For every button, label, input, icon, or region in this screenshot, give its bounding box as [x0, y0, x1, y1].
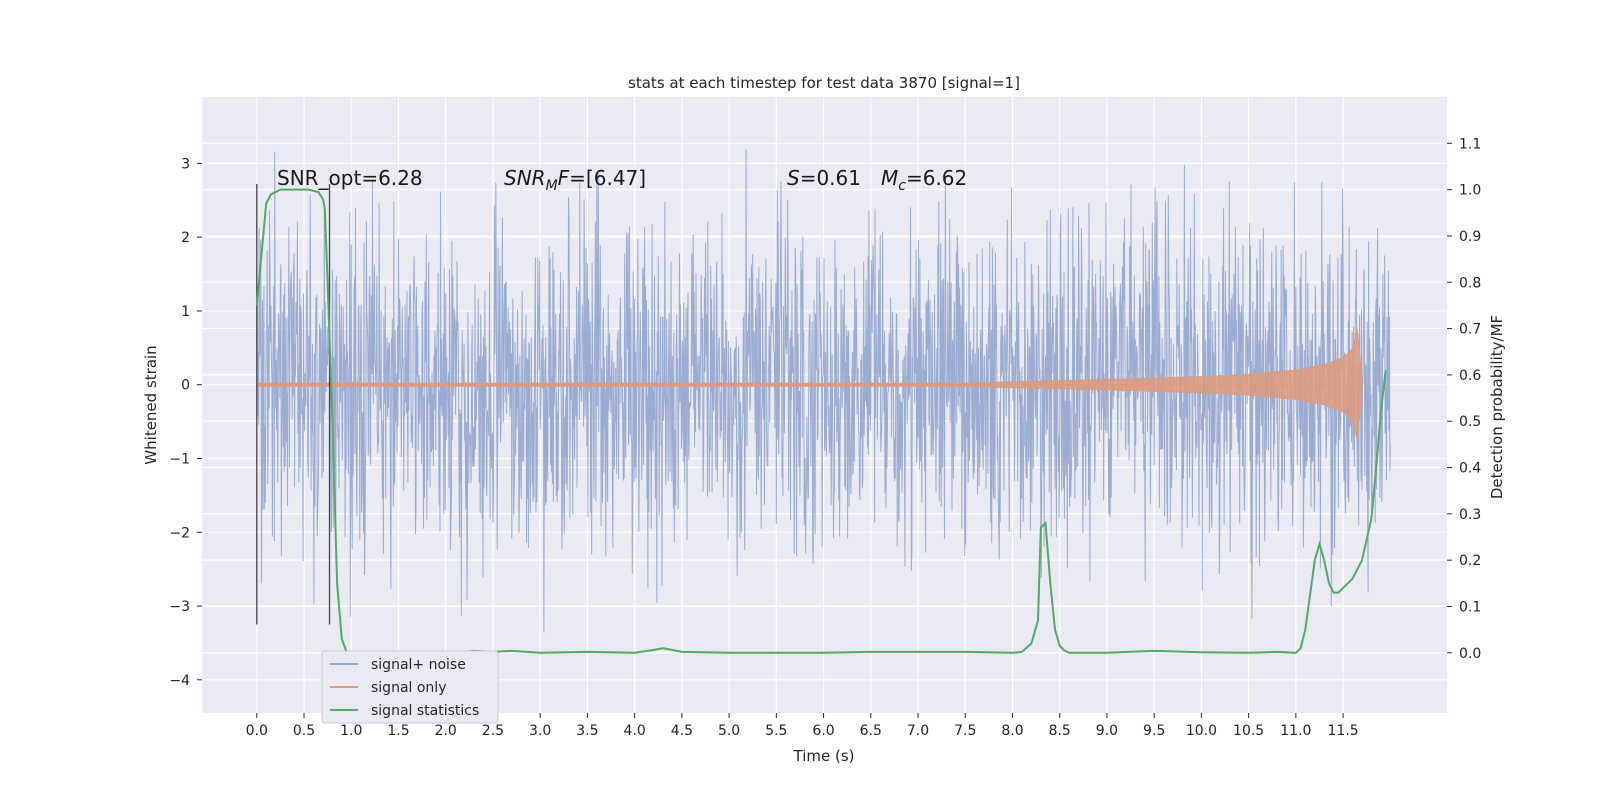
x-tick-label: 9.0 [1096, 723, 1118, 739]
x-tick-label: 3.0 [529, 723, 551, 739]
signal-plus-noise-series [256, 149, 1391, 633]
signal-statistics-series [255, 188, 1387, 654]
x-tick-label: 8.5 [1049, 723, 1071, 739]
marker-lines [256, 184, 331, 625]
x-tick-label: 5.5 [765, 723, 787, 739]
x-tick-label: 1.0 [340, 723, 362, 739]
y2-tick-label: 0.6 [1459, 368, 1481, 384]
x-tick-label: 1.5 [387, 723, 409, 739]
x-tick-label: 0.5 [293, 723, 315, 739]
y-tick-label: −2 [169, 525, 190, 541]
y2-tick-label: 0.2 [1459, 553, 1481, 569]
legend-label-signal-statistics: signal statistics [371, 703, 479, 719]
y-tick-label: 1 [181, 304, 190, 320]
y2-tick-label: 0.8 [1459, 275, 1481, 291]
x-tick-label: 5.0 [718, 723, 740, 739]
signal-statistics-line [255, 188, 1387, 654]
y-tick-label: 2 [181, 230, 190, 246]
x-tick-label: 6.5 [860, 723, 882, 739]
legend-label-signal-only: signal only [371, 680, 446, 696]
y2-tick-label: 1.0 [1459, 183, 1481, 199]
x-tick-label: 6.0 [812, 723, 834, 739]
y2-tick-labels: 1.1 1.0 0.9 0.8 0.7 0.6 0.5 0.4 0.3 0.2 0.1 0.0 [1447, 136, 1481, 662]
x-tick-label: 7.5 [954, 723, 976, 739]
y2-tick-label: 1.1 [1459, 136, 1481, 152]
x-tick-label: 4.0 [623, 723, 645, 739]
y2-tick-label: 0.9 [1459, 229, 1481, 245]
y2-tick-label: 0.0 [1459, 646, 1481, 662]
plot-title: stats at each timestep for test data 387… [628, 74, 1020, 92]
x-tick-label: 2.5 [482, 723, 504, 739]
legend-box [321, 650, 499, 724]
y-tick-label: 3 [181, 156, 190, 172]
y-tick-label: 0 [181, 378, 190, 394]
annotation-mc: Mc=6.62 [881, 166, 967, 194]
x-tick-label: 2.0 [435, 723, 457, 739]
annotation-s: S=0.61 [787, 166, 861, 190]
y2-tick-label: 0.4 [1459, 461, 1481, 477]
x-tick-label: 11.5 [1328, 723, 1359, 739]
annotation-snr-opt: SNR_opt=6.28 [277, 166, 423, 190]
signal-plus-noise-line [256, 149, 1391, 633]
legend-label-signal-plus-noise: signal+ noise [371, 657, 466, 673]
x-tick-label: 0.0 [246, 723, 268, 739]
x-tick-label: 10.0 [1186, 723, 1217, 739]
x-tick-label: 4.5 [671, 723, 693, 739]
x-axis-label: Time (s) [793, 747, 855, 765]
x-tick-labels: 0.0 0.5 1.0 1.5 2.0 2.5 3.0 3.5 4.0 4.5 5.0 5.5 6.0 6… [246, 713, 1359, 739]
y-tick-label: −3 [169, 599, 190, 615]
x-tick-label: 7.0 [907, 723, 929, 739]
x-tick-label: 10.5 [1233, 723, 1264, 739]
y-tick-label: −4 [169, 673, 190, 689]
y-axis-label: Whitened strain [142, 345, 160, 464]
x-tick-label: 3.5 [576, 723, 598, 739]
y2-tick-label: 0.7 [1459, 322, 1481, 338]
annotation-snr-mf: SNRMF=[6.47] [504, 166, 646, 194]
y-tick-label: −1 [169, 451, 190, 467]
x-tick-label: 11.0 [1280, 723, 1311, 739]
x-tick-label: 8.0 [1001, 723, 1023, 739]
signal-only-series [256, 329, 1363, 441]
y2-axis-label: Detection probability/MF [1488, 315, 1506, 499]
y-tick-labels: 3 2 1 0 −1 −2 −3 −4 [169, 156, 202, 689]
y2-tick-label: 0.5 [1459, 414, 1481, 430]
y2-tick-label: 0.1 [1459, 599, 1481, 615]
x-tick-label: 9.5 [1143, 723, 1165, 739]
y2-tick-label: 0.3 [1459, 507, 1481, 523]
legend: signal+ noise signal only signal statist… [321, 650, 499, 724]
